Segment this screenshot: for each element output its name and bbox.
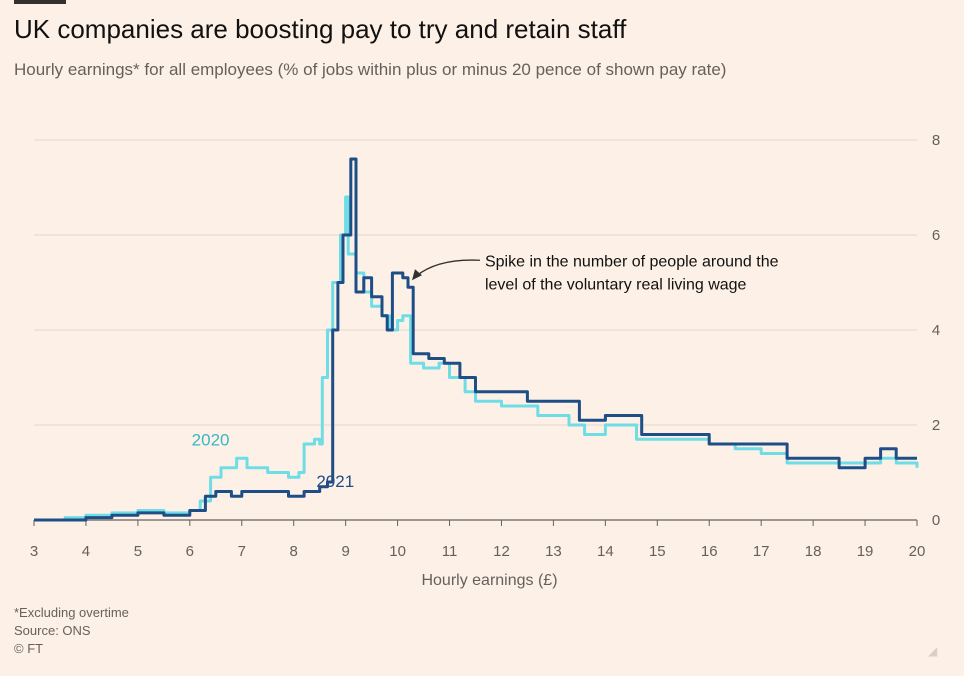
y-tick-label-0: 0 (932, 512, 940, 529)
top-rule (14, 0, 66, 4)
x-tick-label-3: 3 (30, 543, 38, 560)
series-line-2020 (34, 195, 919, 522)
x-tick-label-14: 14 (597, 543, 614, 560)
y-tick-label-2: 2 (932, 417, 940, 434)
x-tick-label-6: 6 (186, 543, 194, 560)
x-tick-label-8: 8 (290, 543, 298, 560)
annotation-text-line-2: level of the voluntary real living wage (485, 276, 747, 293)
series-label-2020: 2020 (192, 431, 230, 450)
chart-title: UK companies are boosting pay to try and… (14, 14, 627, 44)
x-tick-label-13: 13 (545, 543, 562, 560)
x-tick-label-10: 10 (389, 543, 406, 560)
x-tick-label-15: 15 (649, 543, 666, 560)
x-tick-label-17: 17 (753, 543, 770, 560)
y-tick-label-8: 8 (932, 132, 940, 149)
x-tick-label-19: 19 (857, 543, 874, 560)
x-tick-label-12: 12 (493, 543, 510, 560)
x-tick-label-11: 11 (442, 543, 458, 560)
footnote-overtime: *Excluding overtime (14, 605, 129, 620)
x-tick-label-4: 4 (82, 543, 90, 560)
annotation-text-line-1: Spike in the number of people around the (485, 253, 779, 270)
series-line-2021 (34, 157, 917, 522)
x-tick-label-9: 9 (341, 543, 349, 560)
y-tick-label-4: 4 (932, 322, 940, 339)
x-tick-label-5: 5 (134, 543, 142, 560)
x-tick-label-20: 20 (909, 543, 926, 560)
annotation-arrowhead (411, 269, 422, 281)
x-tick-label-7: 7 (238, 543, 246, 560)
ft-credit: © FT (14, 641, 44, 656)
annotation-arrow (415, 259, 481, 277)
x-tick-label-16: 16 (701, 543, 718, 560)
series-label-2021: 2021 (316, 472, 354, 491)
x-tick-label-18: 18 (805, 543, 822, 560)
x-axis-label: Hourly earnings (£) (421, 572, 557, 589)
source-note: Source: ONS (14, 623, 91, 638)
footnotes: *Excluding overtime Source: ONS © FT (14, 604, 129, 658)
chart-subtitle: Hourly earnings* for all employees (% of… (14, 60, 727, 79)
y-tick-label-6: 6 (932, 227, 940, 244)
resize-grip-icon: ◢ (928, 644, 938, 658)
